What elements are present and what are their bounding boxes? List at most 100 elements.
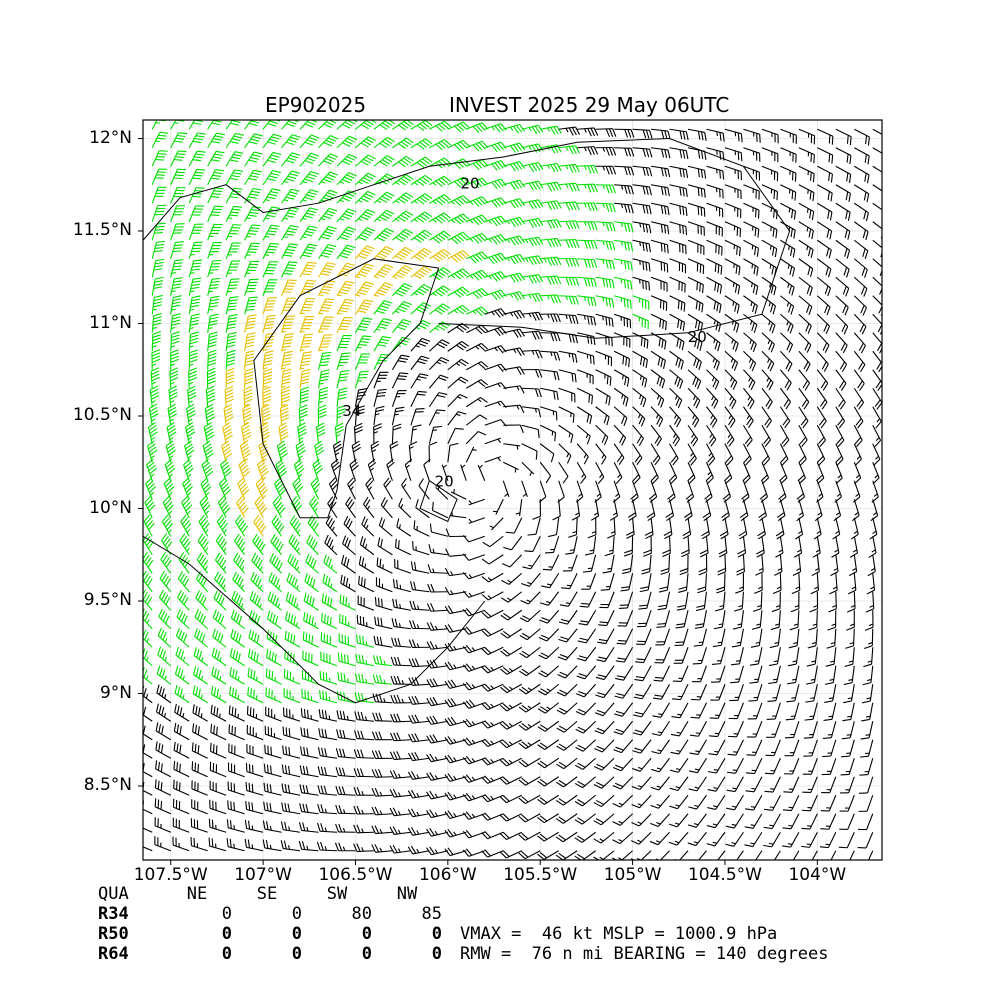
wind-barb — [207, 187, 224, 204]
wind-barb — [481, 812, 504, 821]
wind-barb — [188, 295, 201, 315]
wind-barb — [410, 284, 432, 297]
wind-barb — [307, 515, 319, 537]
wind-barb — [244, 350, 255, 370]
wind-barb — [373, 246, 394, 260]
wind-barb — [555, 813, 578, 824]
wind-barb — [317, 386, 329, 407]
wind-barb — [225, 278, 240, 296]
wind-barb — [151, 240, 166, 259]
wind-barb — [671, 702, 689, 719]
wind-barb — [650, 258, 669, 273]
wind-barb — [281, 783, 301, 796]
wind-barb — [336, 404, 346, 426]
wind-barb — [481, 609, 504, 619]
wind-barb — [816, 406, 827, 429]
wind-barb — [244, 169, 263, 186]
wind-barb — [558, 220, 580, 230]
wind-barb — [860, 721, 874, 740]
wind-barb — [407, 789, 430, 799]
wind-barb — [281, 764, 301, 778]
wind-barb — [613, 424, 627, 446]
wind-barb — [706, 221, 723, 237]
storm-time-title: INVEST 2025 29 May 06UTC — [449, 93, 730, 117]
wind-barb — [155, 760, 171, 778]
wind-barb — [371, 825, 393, 835]
wind-barb — [299, 170, 319, 186]
r34-label: R34 — [98, 904, 129, 924]
wind-barb — [370, 440, 380, 463]
wind-barb — [737, 536, 747, 558]
wind-barb — [558, 295, 579, 305]
wind-barb — [637, 610, 652, 628]
wind-barb — [444, 773, 467, 782]
wind-barb — [244, 332, 256, 352]
wind-barb — [150, 367, 160, 389]
wind-barb — [355, 245, 375, 260]
wind-barb — [146, 458, 157, 481]
wind-barb — [724, 165, 743, 181]
wind-barb — [650, 462, 659, 485]
wind-barb — [831, 536, 840, 558]
wind-barb — [318, 262, 336, 278]
wind-barb — [869, 517, 878, 540]
wind-barb — [822, 721, 837, 740]
wind-barb — [199, 495, 211, 518]
wind-barb — [585, 536, 597, 556]
wind-barb — [444, 810, 467, 819]
wind-barb — [262, 386, 272, 407]
wind-barb — [830, 554, 839, 577]
wind-barb — [520, 591, 541, 605]
wind-barb — [613, 406, 628, 427]
wind-barb — [673, 647, 689, 664]
wind-barb — [367, 458, 377, 481]
wind-barb — [835, 221, 851, 240]
wind-barb — [408, 676, 430, 686]
wind-barb — [698, 554, 708, 576]
wind-barb — [336, 298, 354, 315]
wind-barb — [354, 387, 368, 407]
wind-barb — [743, 313, 758, 334]
wind-barb — [595, 258, 615, 270]
wind-barb — [501, 554, 523, 568]
wind-barb — [521, 236, 544, 247]
wind-barb — [835, 147, 852, 165]
wind-barb — [503, 291, 526, 301]
wind-barb — [729, 684, 744, 702]
wind-barb — [391, 406, 405, 426]
wind-barb — [857, 832, 874, 849]
wind-barb — [318, 135, 339, 149]
wind-barb — [552, 499, 561, 521]
wind-barb — [188, 349, 198, 370]
wind-barb — [761, 313, 776, 334]
wind-barb — [706, 165, 725, 180]
wind-barb — [447, 213, 470, 225]
wind-barb — [232, 571, 246, 593]
wind-barb — [803, 721, 818, 739]
wind-barb — [539, 443, 555, 463]
wind-barb — [662, 536, 671, 558]
wind-barb — [616, 628, 634, 645]
wind-barb — [224, 385, 234, 407]
wind-barb — [299, 279, 316, 296]
wind-barb — [298, 822, 319, 833]
wind-barb — [343, 515, 356, 537]
wind-barb — [207, 295, 220, 315]
wind-barb — [761, 184, 779, 201]
wind-barb — [649, 831, 670, 846]
wind-barb — [188, 132, 206, 149]
wind-barb — [466, 361, 489, 371]
wind-barb — [595, 313, 614, 328]
wind-barb — [558, 126, 581, 136]
wind-barb — [336, 120, 358, 130]
wind-barb — [373, 155, 395, 167]
wind-barb — [540, 406, 558, 421]
wind-barb — [812, 536, 821, 558]
wind-barb — [724, 443, 734, 466]
wind-barb — [724, 387, 737, 409]
wind-barb — [170, 295, 182, 315]
wind-barb — [174, 665, 190, 685]
wind-barb — [288, 534, 301, 556]
wind-barb — [787, 647, 800, 667]
